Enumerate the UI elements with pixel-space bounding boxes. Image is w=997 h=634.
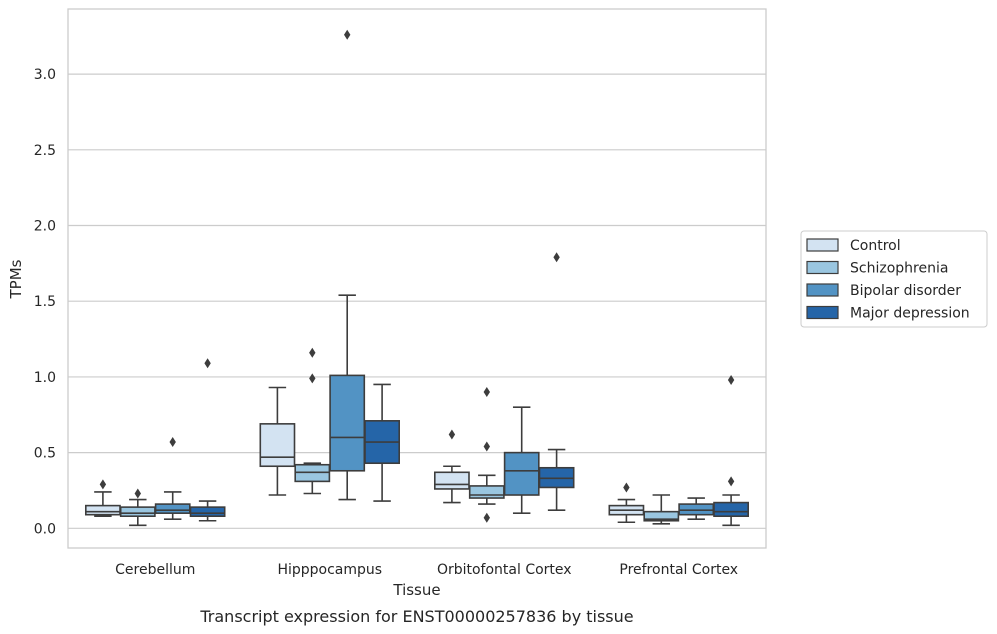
legend: Control Schizophrenia Bipolar disorder Majo… — [800, 230, 988, 328]
outlier-marker — [623, 482, 630, 493]
outlier-marker — [309, 373, 316, 384]
legend-frame — [800, 230, 988, 328]
outlier-marker — [344, 29, 351, 40]
legend-label: Major depression — [850, 306, 970, 322]
box-iqr — [468, 485, 505, 499]
box-schizophrenia — [643, 494, 680, 525]
y-tick-label: 2.0 — [34, 219, 56, 235]
box-control — [608, 482, 645, 524]
box-schizophrenia — [119, 488, 156, 527]
legend-swatch — [806, 283, 839, 297]
box-schizophrenia — [468, 387, 505, 523]
chart-caption: Transcript expression for ENST0000025783… — [199, 607, 633, 626]
y-axis-title: TPMs — [7, 259, 25, 299]
y-tick-label: 0.0 — [34, 521, 56, 537]
x-tick-label: Orbitofontal Cortex — [437, 562, 572, 578]
outlier-marker — [134, 488, 141, 499]
box-iqr — [713, 501, 750, 518]
outlier-marker — [99, 479, 107, 490]
box-iqr — [154, 503, 191, 514]
y-tick-label: 0.5 — [34, 446, 56, 462]
box-bipolar-disorder — [503, 406, 540, 514]
box-control — [259, 386, 296, 496]
box-iqr — [259, 423, 296, 468]
box-bipolar-disorder — [678, 497, 715, 521]
box-iqr — [84, 504, 121, 516]
y-tick-label: 1.5 — [34, 294, 56, 310]
outlier-marker — [483, 441, 490, 452]
x-tick-labels: Cerebellum Hipppocampus Orbitofontal Corte… — [115, 562, 738, 578]
box-major-depression — [364, 383, 401, 502]
y-tick-labels: 0.0 0.5 1.0 1.5 2.0 2.5 3.0 — [34, 67, 56, 537]
x-tick-label: Prefrontal Cortex — [619, 562, 738, 578]
outlier-marker — [169, 437, 176, 448]
box-control — [433, 429, 470, 504]
box-iqr — [119, 506, 156, 518]
legend-label: Schizophrenia — [850, 261, 948, 277]
legend-label: Bipolar disorder — [850, 283, 961, 299]
box-iqr — [643, 510, 680, 522]
plot-frame — [67, 8, 767, 549]
boxes — [84, 29, 750, 527]
box-iqr — [433, 471, 470, 490]
x-tick-label: Cerebellum — [115, 562, 195, 578]
y-tick-label: 3.0 — [34, 67, 56, 83]
legend-item: Major depression — [806, 305, 970, 322]
outlier-marker — [553, 252, 560, 263]
box-bipolar-disorder — [154, 437, 191, 521]
y-tick-label: 2.5 — [34, 143, 56, 159]
x-tick-label: Hipppocampus — [277, 562, 382, 578]
box-iqr — [503, 451, 540, 496]
box-major-depression — [538, 252, 575, 511]
box-major-depression — [189, 358, 226, 522]
legend-label: Control — [850, 238, 901, 254]
legend-swatch — [806, 305, 839, 320]
y-tick-label: 1.0 — [34, 370, 56, 386]
box-bipolar-disorder — [329, 29, 366, 501]
legend-item: Schizophrenia — [806, 260, 948, 277]
x-axis-title: Tissue — [392, 581, 440, 599]
box-iqr — [329, 374, 366, 472]
gridlines — [68, 73, 766, 529]
box-major-depression — [713, 374, 750, 527]
legend-item: Bipolar disorder — [806, 283, 961, 299]
legend-swatch — [806, 260, 839, 275]
outlier-marker — [309, 347, 316, 358]
box-control — [84, 479, 121, 518]
box-schizophrenia — [294, 347, 331, 495]
outlier-marker — [483, 387, 490, 398]
outlier-marker — [483, 512, 490, 523]
outlier-marker — [727, 374, 735, 385]
legend-swatch — [806, 238, 839, 252]
box-iqr — [189, 506, 226, 518]
legend-item: Control — [806, 238, 901, 254]
outlier-marker — [204, 358, 211, 369]
outlier-marker — [448, 429, 456, 440]
outlier-marker — [727, 476, 735, 487]
